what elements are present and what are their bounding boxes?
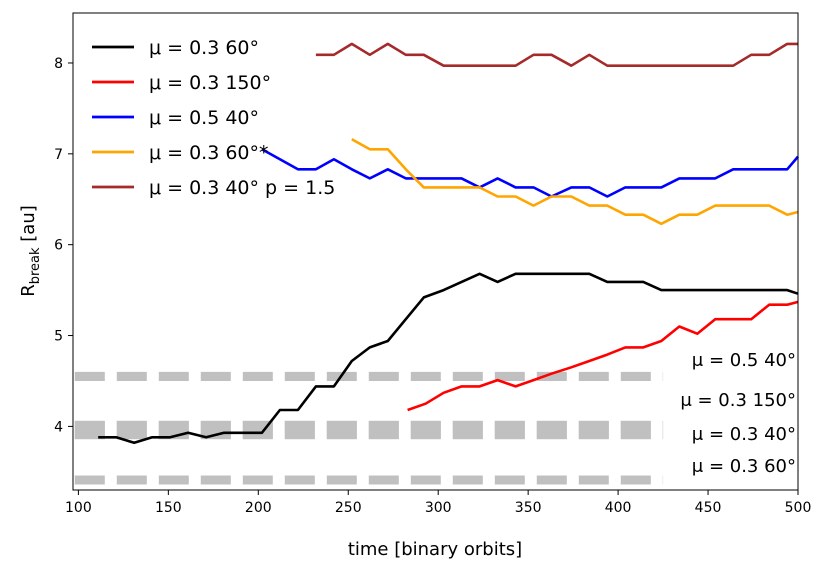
legend-label-0: μ = 0.3 60°	[149, 37, 259, 59]
legend-label-4: μ = 0.3 40° p = 1.5	[149, 177, 335, 199]
band-label-1: μ = 0.3 150°	[680, 390, 796, 411]
band-labels: μ = 0.5 40° μ = 0.3 150° μ = 0.3 40° μ = 0.…	[680, 350, 796, 477]
x-axis-label: time [binary orbits]	[348, 539, 522, 560]
y-axis-label-main: R	[18, 284, 39, 297]
axes-frame	[72, 12, 799, 491]
series-line-2	[261, 148, 799, 198]
legend: μ = 0.3 60° μ = 0.3 150° μ = 0.5 40° μ = 0.…	[92, 37, 335, 199]
y-axis-label-subscript: break	[28, 247, 43, 284]
series-line-1	[407, 300, 799, 412]
legend-label-2: μ = 0.5 40°	[149, 107, 259, 129]
y-axis-label: Rbreak [au]	[18, 205, 43, 297]
axis-ticks: 100 150 200 250 300 350 400 450 500 4 5 6 7 8	[54, 56, 811, 516]
y-tick-label-3: 7	[54, 147, 63, 163]
x-tick-label-7: 450	[695, 500, 722, 516]
band-label-0: μ = 0.5 40°	[692, 350, 796, 371]
y-tick-label-4: 8	[54, 56, 63, 72]
x-tick-label-0: 100	[65, 500, 92, 516]
y-tick-label-1: 5	[54, 329, 63, 345]
band-label-2: μ = 0.3 40°	[692, 424, 796, 445]
series-line-4	[315, 42, 798, 67]
reference-bands	[74, 371, 664, 485]
x-tick-label-5: 350	[515, 500, 542, 516]
legend-label-1: μ = 0.3 150°	[149, 72, 271, 94]
x-tick-label-2: 200	[245, 500, 272, 516]
series-lines	[98, 42, 799, 445]
x-tick-label-6: 400	[605, 500, 632, 516]
x-tick-label-4: 300	[425, 500, 452, 516]
band-label-3: μ = 0.3 60°	[692, 456, 796, 477]
series-line-3	[351, 138, 799, 226]
series-line-0	[98, 272, 799, 445]
x-tick-label-1: 150	[155, 500, 182, 516]
x-tick-label-3: 250	[335, 500, 362, 516]
y-tick-label-2: 6	[54, 238, 63, 254]
legend-label-3: μ = 0.3 60°*	[149, 142, 269, 164]
y-axis-label-unit: [au]	[18, 205, 39, 247]
x-tick-label-8: 500	[785, 500, 812, 516]
y-tick-label-0: 4	[54, 419, 63, 435]
